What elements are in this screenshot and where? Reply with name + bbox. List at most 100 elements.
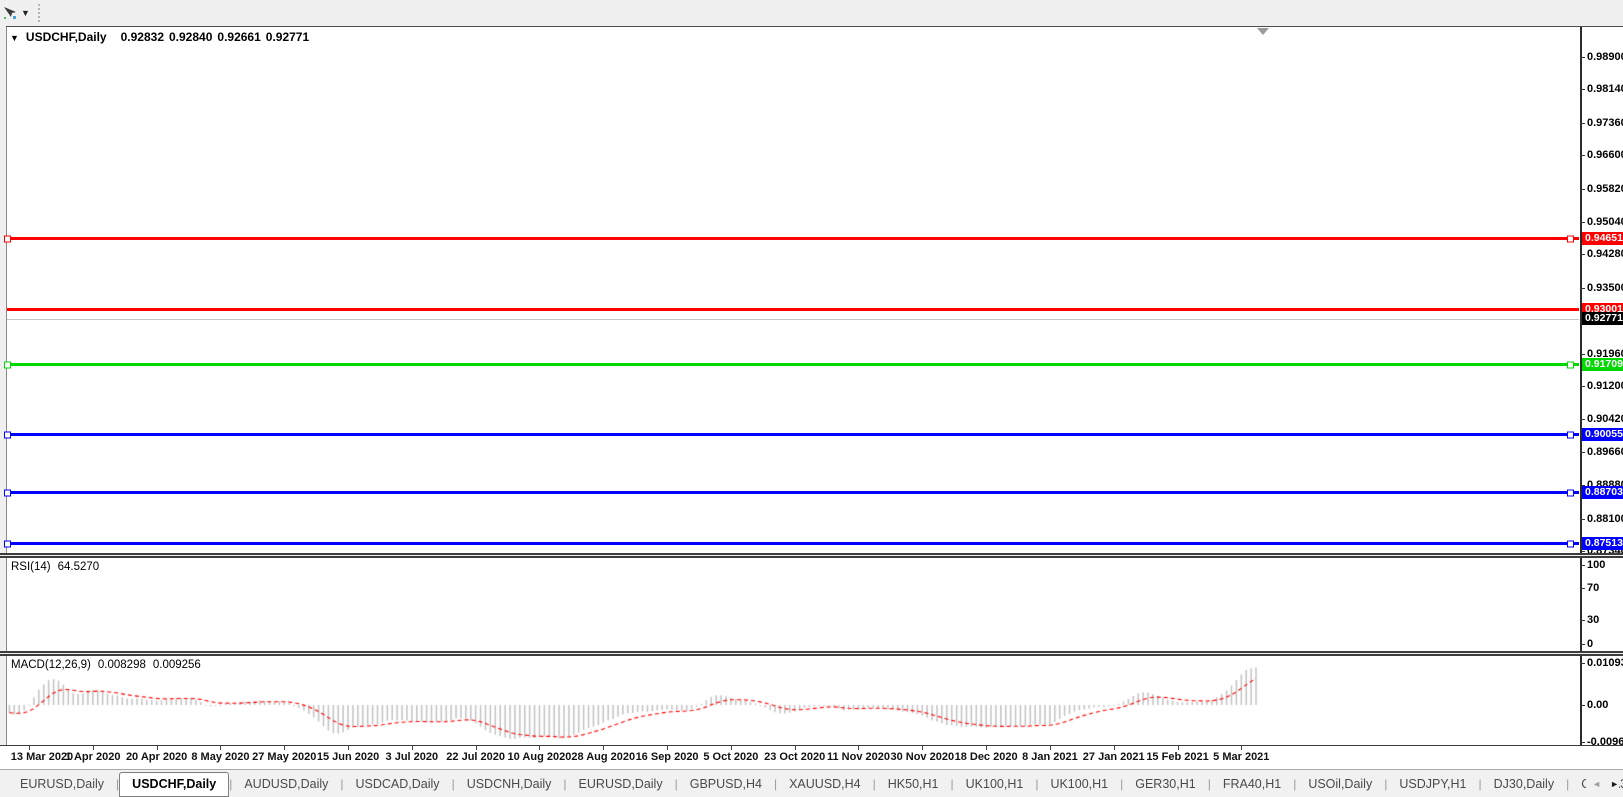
line-handle[interactable] [4, 431, 11, 438]
date-tick-mark [667, 746, 668, 750]
toolbar-grip[interactable] [37, 4, 43, 22]
line-handle[interactable] [4, 489, 11, 496]
tab-xauusd-h4[interactable]: XAUUSD,H4 [789, 776, 861, 791]
macd-main-value: 0.008298 [97, 659, 146, 671]
date-label: 16 Sep 2020 [635, 751, 699, 763]
macd-name: MACD(12,26,9) [11, 659, 91, 671]
tab-usdchf-daily[interactable]: USDCHF,Daily [119, 771, 230, 797]
date-label: 10 Aug 2020 [507, 751, 572, 763]
tab-usdcnh-daily[interactable]: USDCNH,Daily [466, 776, 552, 791]
macd-indicator-label: MACD(12,26,9) 0.008298 0.009256 [11, 659, 208, 671]
chart-shift-marker-icon[interactable] [1257, 28, 1269, 35]
date-label: 15 Jun 2020 [316, 751, 380, 763]
tab-separator: | [773, 776, 778, 791]
date-label: 22 Jul 2020 [446, 751, 506, 763]
cursor-tool-button[interactable] [2, 5, 18, 21]
tab-separator: | [1293, 776, 1297, 791]
macd-signal-value: 0.009256 [152, 659, 201, 671]
tab-separator: | [1207, 776, 1211, 791]
tab-usdcad-daily[interactable]: USDCAD,Daily [355, 776, 440, 791]
tab-uk100-h1[interactable]: UK100,H1 [965, 776, 1024, 791]
date-tick-mark [1114, 746, 1115, 750]
chart-frame-top-border [0, 26, 1623, 27]
line-handle[interactable] [4, 540, 11, 547]
cursor-crosshair-icon [4, 7, 16, 19]
tab-separator: | [674, 776, 678, 791]
price-tick-mark [1580, 551, 1585, 552]
date-axis[interactable]: 13 Mar 2020 1 Apr 2020 20 Apr 2020 8 May 20… [0, 746, 1623, 769]
window-left-strip [0, 26, 6, 745]
price-tag-0.94651: 0.94651 [1582, 232, 1623, 245]
current-price-line [7, 319, 1579, 320]
price-axis-tick: 0.95820 [1587, 183, 1623, 195]
macd-pane-canvas[interactable] [7, 656, 1580, 745]
price-tick-mark [1580, 519, 1585, 520]
tab-scroll-left-icon[interactable]: ◄ [1592, 779, 1602, 789]
price-tick-mark [1580, 189, 1585, 190]
ohlc-low: 0.92661 [217, 30, 261, 44]
price-chart-canvas[interactable] [7, 27, 1580, 553]
line-handle[interactable] [1567, 540, 1574, 547]
date-tick-mark [603, 746, 604, 750]
tab-eurusd-daily[interactable]: EURUSD,Daily [20, 776, 105, 791]
horizontal-line-0.87513[interactable] [4, 540, 1579, 547]
price-axis-tick: 0.95040 [1587, 216, 1623, 228]
price-tick-mark [1580, 485, 1585, 486]
tab-separator: | [1384, 776, 1388, 791]
horizontal-line-0.93001[interactable] [7, 308, 1579, 311]
tab-ger30-h1[interactable]: GER30,H1 [1135, 776, 1196, 791]
price-axis-tick: 0.94280 [1587, 248, 1623, 260]
chart-tabs: EURUSD,Daily | USDCHF,Daily | AUDUSD,Daily | U… [8, 771, 1623, 797]
tab-usoil-daily[interactable]: USOil,Daily [1308, 776, 1373, 791]
pane-splitter-rsi-macd[interactable] [0, 651, 1623, 656]
date-tick-mark [1050, 746, 1051, 750]
tab-fra40-h1[interactable]: FRA40,H1 [1222, 776, 1282, 791]
rsi-tick-mark [1580, 620, 1585, 621]
price-tick-mark [1580, 89, 1585, 90]
rsi-name: RSI(14) [11, 561, 51, 573]
chart-symbol-label: USDCHF,Daily [25, 30, 107, 44]
price-axis-tick: 0.98140 [1587, 83, 1623, 95]
date-tick-mark [1178, 746, 1179, 750]
line-handle[interactable] [1567, 235, 1574, 242]
price-tick-mark [1580, 222, 1585, 223]
horizontal-line-0.94651[interactable] [4, 235, 1579, 242]
horizontal-line-0.88703[interactable] [4, 489, 1579, 496]
date-tick-mark [412, 746, 413, 750]
tab-uk100-h1[interactable]: UK100,H1 [1050, 776, 1109, 791]
tab-audusd-daily[interactable]: AUDUSD,Daily [244, 776, 329, 791]
tab-hk50-h1[interactable]: HK50,H1 [887, 776, 939, 791]
price-tick-mark [1580, 155, 1585, 156]
tab-usdjpy-h1[interactable]: USDJPY,H1 [1399, 776, 1467, 791]
line-handle[interactable] [4, 235, 11, 242]
line-handle[interactable] [1567, 361, 1574, 368]
date-label: 8 May 2020 [191, 751, 250, 763]
line-handle[interactable] [4, 361, 11, 368]
date-label: 18 Dec 2020 [954, 751, 1018, 763]
tool-dropdown-arrow-icon[interactable]: ▼ [21, 8, 30, 18]
price-tag-0.91709: 0.91709 [1582, 358, 1623, 371]
tab-eurusd-daily[interactable]: EURUSD,Daily [578, 776, 663, 791]
macd-bottom-border [0, 745, 1623, 746]
chart-menu-dropdown-icon[interactable]: ▼ [10, 33, 19, 43]
date-label: 5 Mar 2021 [1213, 751, 1270, 763]
date-label: 30 Nov 2020 [890, 751, 955, 763]
line-handle[interactable] [1567, 489, 1574, 496]
line-handle[interactable] [1567, 431, 1574, 438]
price-tick-mark [1580, 254, 1585, 255]
date-label: 20 Apr 2020 [125, 751, 188, 763]
tab-dj30-daily[interactable]: DJ30,Daily [1493, 776, 1555, 791]
tab-scroll-right-icon[interactable]: ► [1610, 779, 1619, 789]
tab-separator: | [1035, 776, 1039, 791]
horizontal-line-0.90055[interactable] [4, 431, 1579, 438]
date-tick-mark [157, 746, 158, 750]
horizontal-line-0.91709[interactable] [4, 361, 1579, 368]
date-label: 3 Jul 2020 [385, 751, 439, 763]
price-axis-tick: 0.98900 [1587, 51, 1623, 63]
pane-splitter-main-rsi[interactable] [0, 553, 1623, 558]
rsi-pane-canvas[interactable] [7, 558, 1580, 651]
macd-tick-mark [1580, 705, 1585, 706]
date-tick-mark [284, 746, 285, 750]
tab-gbpusd-h4[interactable]: GBPUSD,H4 [689, 776, 762, 791]
